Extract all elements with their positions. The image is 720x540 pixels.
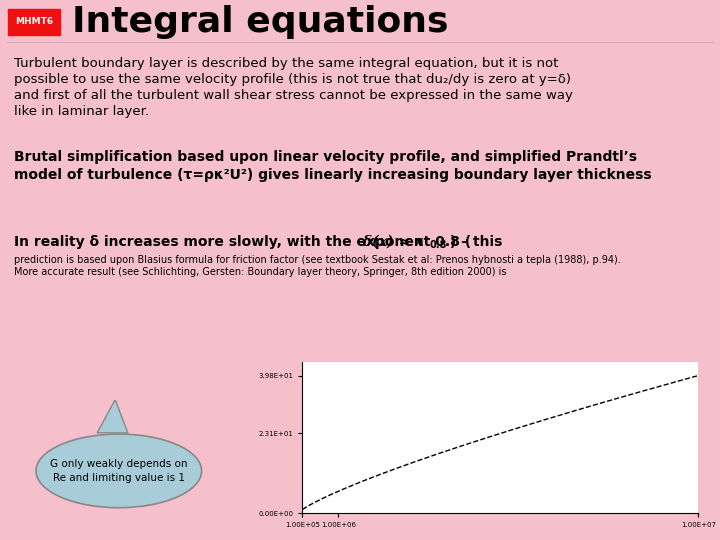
Text: In reality δ increases more slowly, with the exponent 0.8 (: In reality δ increases more slowly, with… — [14, 235, 471, 249]
Text: model of turbulence (τ=ρκ²U²) gives linearly increasing boundary layer thickness: model of turbulence (τ=ρκ²U²) gives line… — [14, 168, 652, 182]
Ellipse shape — [36, 434, 202, 508]
Text: G only weakly depends on
Re and limiting value is 1: G only weakly depends on Re and limiting… — [50, 459, 187, 483]
Text: MHMT6: MHMT6 — [15, 17, 53, 26]
Text: ) – this: ) – this — [445, 235, 503, 249]
Text: Turbulent boundary layer is described by the same integral equation, but it is n: Turbulent boundary layer is described by… — [14, 57, 559, 70]
FancyBboxPatch shape — [8, 9, 60, 35]
Text: Brutal simplification based upon linear velocity profile, and simplified Prandtl: Brutal simplification based upon linear … — [14, 150, 637, 164]
Polygon shape — [97, 400, 128, 433]
Text: possible to use the same velocity profile (this is not true that du₂/dy is zero : possible to use the same velocity profil… — [14, 73, 571, 86]
Text: Integral equations: Integral equations — [72, 5, 449, 39]
Text: 0.8: 0.8 — [430, 240, 447, 250]
Text: like in laminar layer.: like in laminar layer. — [14, 105, 149, 118]
Text: More accurate result (see Schlichting, Gersten: Boundary layer theory, Springer,: More accurate result (see Schlichting, G… — [14, 267, 506, 277]
Text: δ(x) ≈ x: δ(x) ≈ x — [358, 235, 423, 249]
Text: and first of all the turbulent wall shear stress cannot be expressed in the same: and first of all the turbulent wall shea… — [14, 89, 573, 102]
Text: prediction is based upon Blasius formula for friction factor (see textbook Sesta: prediction is based upon Blasius formula… — [14, 255, 621, 265]
